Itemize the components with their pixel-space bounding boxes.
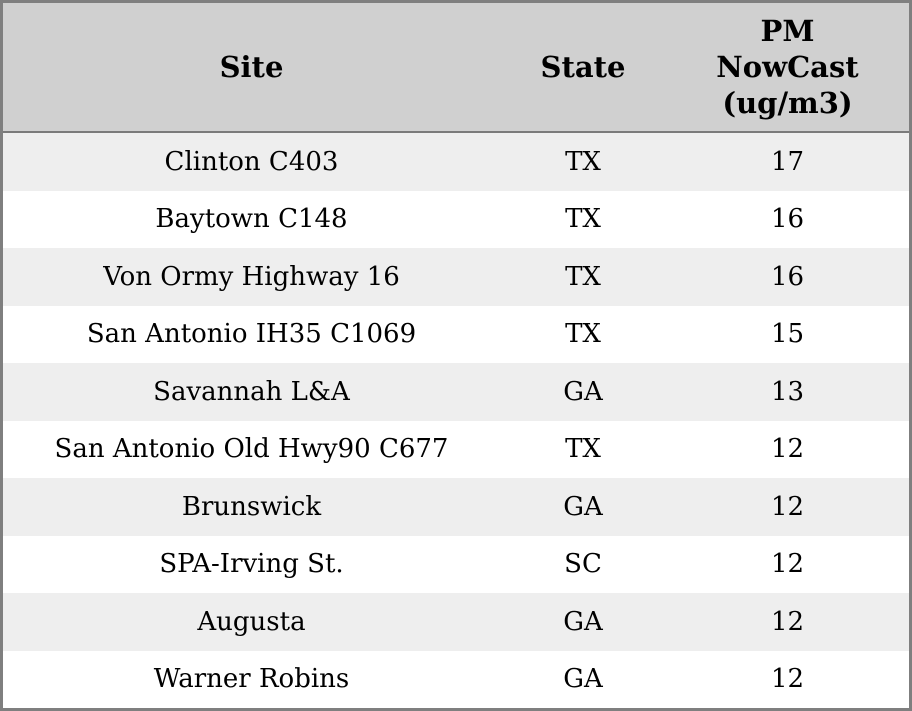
- table-row: Brunswick GA 12: [3, 478, 909, 536]
- cell-state: TX: [565, 434, 601, 465]
- table-row: Augusta GA 12: [3, 593, 909, 651]
- cell-state: SC: [564, 549, 602, 580]
- cell-state: TX: [565, 146, 601, 177]
- cell-pm: 12: [770, 549, 805, 580]
- cell-site: Baytown C148: [155, 204, 348, 235]
- cell-state: TX: [565, 204, 601, 235]
- table-row: Baytown C148 TX 16: [3, 190, 909, 248]
- table-header-row: Site State PM NowCast (ug/m3): [3, 3, 909, 133]
- cell-pm: 13: [770, 376, 805, 407]
- cell-pm: 12: [770, 664, 805, 695]
- cell-pm: 16: [770, 204, 805, 235]
- cell-site: San Antonio Old Hwy90 C677: [54, 434, 449, 465]
- table-row: San Antonio IH35 C1069 TX 15: [3, 305, 909, 363]
- table-row: Clinton C403 TX 17: [3, 133, 909, 191]
- table-row: SPA-Irving St. SC 12: [3, 535, 909, 593]
- cell-state: GA: [563, 491, 603, 522]
- cell-state: GA: [563, 606, 603, 637]
- cell-pm: 12: [770, 491, 805, 522]
- cell-pm: 17: [770, 146, 805, 177]
- table-row: Warner Robins GA 12: [3, 650, 909, 708]
- cell-state: TX: [565, 319, 601, 350]
- cell-state: GA: [563, 664, 603, 695]
- cell-site: Clinton C403: [164, 146, 339, 177]
- table-row: Von Ormy Highway 16 TX 16: [3, 248, 909, 306]
- cell-state: TX: [565, 261, 601, 292]
- cell-pm: 16: [770, 261, 805, 292]
- cell-site: Von Ormy Highway 16: [103, 261, 400, 292]
- cell-pm: 12: [770, 606, 805, 637]
- cell-pm: 15: [770, 319, 805, 350]
- cell-site: SPA-Irving St.: [159, 549, 344, 580]
- cell-pm: 12: [770, 434, 805, 465]
- column-header-site: Site: [219, 50, 284, 84]
- table-row: San Antonio Old Hwy90 C677 TX 12: [3, 420, 909, 478]
- cell-site: Brunswick: [181, 491, 322, 522]
- cell-site: San Antonio IH35 C1069: [86, 319, 417, 350]
- cell-site: Warner Robins: [153, 664, 350, 695]
- column-header-pm-nowcast: PM NowCast (ug/m3): [716, 14, 859, 120]
- column-header-state: State: [540, 50, 626, 84]
- cell-site: Augusta: [197, 606, 306, 637]
- cell-site: Savannah L&A: [153, 376, 350, 407]
- table-row: Savannah L&A GA 13: [3, 363, 909, 421]
- cell-state: GA: [563, 376, 603, 407]
